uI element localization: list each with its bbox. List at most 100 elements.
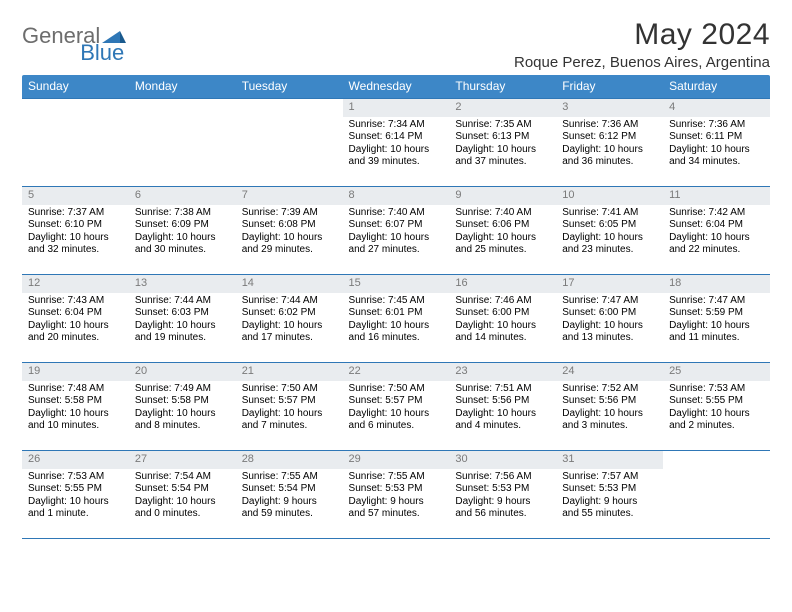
day-cell: 7Sunrise: 7:39 AMSunset: 6:08 PMDaylight… xyxy=(236,187,343,275)
day-number: 19 xyxy=(28,365,40,377)
day-cell: 16Sunrise: 7:46 AMSunset: 6:00 PMDayligh… xyxy=(449,275,556,363)
sunrise-text: Sunrise: 7:45 AM xyxy=(349,295,444,308)
daylight-text: Daylight: 10 hours xyxy=(135,232,230,245)
daylight-text: and 19 minutes. xyxy=(135,332,230,345)
sunset-text: Sunset: 6:02 PM xyxy=(242,307,337,320)
sunset-text: Sunset: 6:01 PM xyxy=(349,307,444,320)
daylight-text: Daylight: 10 hours xyxy=(242,408,337,421)
daylight-text: and 17 minutes. xyxy=(242,332,337,345)
day-number: 5 xyxy=(28,189,34,201)
day-details: Sunrise: 7:53 AMSunset: 5:55 PMDaylight:… xyxy=(663,381,770,435)
day-details: Sunrise: 7:41 AMSunset: 6:05 PMDaylight:… xyxy=(556,205,663,259)
daylight-text: and 22 minutes. xyxy=(669,244,764,257)
day-number: 1 xyxy=(349,101,355,113)
daylight-text: Daylight: 10 hours xyxy=(28,232,123,245)
day-number: 16 xyxy=(455,277,467,289)
sunset-text: Sunset: 5:58 PM xyxy=(28,395,123,408)
empty-cell xyxy=(236,99,343,187)
sunset-text: Sunset: 5:55 PM xyxy=(28,483,123,496)
title-block: May 2024 Roque Perez, Buenos Aires, Arge… xyxy=(514,18,770,71)
day-number: 24 xyxy=(562,365,574,377)
sunrise-text: Sunrise: 7:50 AM xyxy=(349,383,444,396)
sunrise-text: Sunrise: 7:39 AM xyxy=(242,207,337,220)
daylight-text: Daylight: 10 hours xyxy=(455,320,550,333)
sunrise-text: Sunrise: 7:53 AM xyxy=(28,471,123,484)
daylight-text: and 2 minutes. xyxy=(669,420,764,433)
day-cell: 26Sunrise: 7:53 AMSunset: 5:55 PMDayligh… xyxy=(22,451,129,539)
day-header-thursday: Thursday xyxy=(449,75,556,99)
day-details: Sunrise: 7:40 AMSunset: 6:07 PMDaylight:… xyxy=(343,205,450,259)
day-cell: 8 Sunrise: 7:40 AMSunset: 6:07 PMDaylight… xyxy=(343,187,450,275)
day-cell: 10Sunrise: 7:41 AMSunset: 6:05 PMDayligh… xyxy=(556,187,663,275)
day-details: Sunrise: 7:54 AMSunset: 5:54 PMDaylight:… xyxy=(129,469,236,523)
day-number: 11 xyxy=(669,189,680,201)
daylight-text: and 0 minutes. xyxy=(135,508,230,521)
daylight-text: and 8 minutes. xyxy=(135,420,230,433)
day-details: Sunrise: 7:52 AMSunset: 5:56 PMDaylight:… xyxy=(556,381,663,435)
sunset-text: Sunset: 5:54 PM xyxy=(242,483,337,496)
daylight-text: and 20 minutes. xyxy=(28,332,123,345)
day-details: Sunrise: 7:44 AMSunset: 6:02 PMDaylight:… xyxy=(236,293,343,347)
day-details: Sunrise: 7:53 AMSunset: 5:55 PMDaylight:… xyxy=(22,469,129,523)
day-number: 8 xyxy=(349,189,355,201)
sunrise-text: Sunrise: 7:37 AM xyxy=(28,207,123,220)
daylight-text: Daylight: 10 hours xyxy=(669,144,764,157)
sunset-text: Sunset: 5:56 PM xyxy=(455,395,550,408)
daylight-text: Daylight: 10 hours xyxy=(135,408,230,421)
week-row: 5Sunrise: 7:37 AMSunset: 6:10 PMDaylight… xyxy=(22,187,770,275)
week-row: 1Sunrise: 7:34 AMSunset: 6:14 PMDaylight… xyxy=(22,99,770,187)
day-number: 23 xyxy=(455,365,467,377)
sunset-text: Sunset: 6:04 PM xyxy=(28,307,123,320)
sunrise-text: Sunrise: 7:50 AM xyxy=(242,383,337,396)
day-details: Sunrise: 7:50 AMSunset: 5:57 PMDaylight:… xyxy=(236,381,343,435)
sunset-text: Sunset: 5:53 PM xyxy=(562,483,657,496)
sunrise-text: Sunrise: 7:36 AM xyxy=(669,119,764,132)
location-text: Roque Perez, Buenos Aires, Argentina xyxy=(514,54,770,71)
day-details: Sunrise: 7:38 AMSunset: 6:09 PMDaylight:… xyxy=(129,205,236,259)
day-details: Sunrise: 7:42 AMSunset: 6:04 PMDaylight:… xyxy=(663,205,770,259)
day-number: 18 xyxy=(669,277,681,289)
day-header-wednesday: Wednesday xyxy=(343,75,450,99)
day-cell: 6 Sunrise: 7:38 AMSunset: 6:09 PMDaylight… xyxy=(129,187,236,275)
day-details: Sunrise: 7:39 AMSunset: 6:08 PMDaylight:… xyxy=(236,205,343,259)
sunset-text: Sunset: 5:55 PM xyxy=(669,395,764,408)
sunrise-text: Sunrise: 7:35 AM xyxy=(455,119,550,132)
day-details: Sunrise: 7:49 AMSunset: 5:58 PMDaylight:… xyxy=(129,381,236,435)
sunset-text: Sunset: 6:13 PM xyxy=(455,131,550,144)
day-details: Sunrise: 7:47 AMSunset: 6:00 PMDaylight:… xyxy=(556,293,663,347)
daylight-text: and 23 minutes. xyxy=(562,244,657,257)
sunset-text: Sunset: 5:57 PM xyxy=(242,395,337,408)
day-cell: 28Sunrise: 7:55 AMSunset: 5:54 PMDayligh… xyxy=(236,451,343,539)
daylight-text: Daylight: 9 hours xyxy=(455,496,550,509)
daylight-text: Daylight: 10 hours xyxy=(349,144,444,157)
day-number: 6 xyxy=(135,189,141,201)
sunrise-text: Sunrise: 7:49 AM xyxy=(135,383,230,396)
day-header-monday: Monday xyxy=(129,75,236,99)
day-cell: 18Sunrise: 7:47 AMSunset: 5:59 PMDayligh… xyxy=(663,275,770,363)
day-details: Sunrise: 7:43 AMSunset: 6:04 PMDaylight:… xyxy=(22,293,129,347)
sunset-text: Sunset: 6:00 PM xyxy=(455,307,550,320)
sunrise-text: Sunrise: 7:34 AM xyxy=(349,119,444,132)
sunrise-text: Sunrise: 7:44 AM xyxy=(242,295,337,308)
day-number: 27 xyxy=(135,453,147,465)
day-cell: 14Sunrise: 7:44 AMSunset: 6:02 PMDayligh… xyxy=(236,275,343,363)
empty-cell xyxy=(22,99,129,187)
day-cell: 22Sunrise: 7:50 AMSunset: 5:57 PMDayligh… xyxy=(343,363,450,451)
daylight-text: Daylight: 10 hours xyxy=(669,408,764,421)
sunrise-text: Sunrise: 7:54 AM xyxy=(135,471,230,484)
day-number: 15 xyxy=(349,277,361,289)
sunrise-text: Sunrise: 7:47 AM xyxy=(669,295,764,308)
day-cell: 19Sunrise: 7:48 AMSunset: 5:58 PMDayligh… xyxy=(22,363,129,451)
sunrise-text: Sunrise: 7:53 AM xyxy=(669,383,764,396)
daylight-text: and 34 minutes. xyxy=(669,156,764,169)
day-header-tuesday: Tuesday xyxy=(236,75,343,99)
daylight-text: and 30 minutes. xyxy=(135,244,230,257)
daylight-text: and 36 minutes. xyxy=(562,156,657,169)
day-number: 9 xyxy=(455,189,461,201)
day-cell: 12Sunrise: 7:43 AMSunset: 6:04 PMDayligh… xyxy=(22,275,129,363)
sunset-text: Sunset: 5:53 PM xyxy=(349,483,444,496)
day-cell: 15Sunrise: 7:45 AMSunset: 6:01 PMDayligh… xyxy=(343,275,450,363)
day-cell: 27 Sunrise: 7:54 AMSunset: 5:54 PMDayligh… xyxy=(129,451,236,539)
day-cell: 25Sunrise: 7:53 AMSunset: 5:55 PMDayligh… xyxy=(663,363,770,451)
daylight-text: and 6 minutes. xyxy=(349,420,444,433)
